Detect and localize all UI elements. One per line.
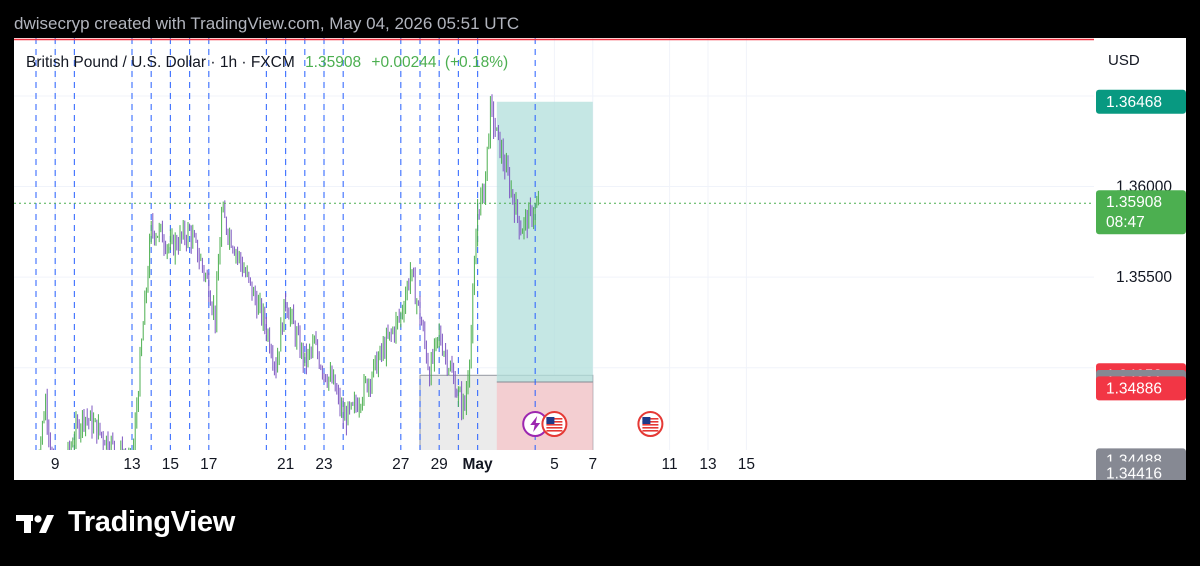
tradingview-logo: TradingView: [16, 506, 235, 539]
session-lines: [35, 38, 536, 450]
flag-stripe: [642, 427, 659, 429]
time-tick-label: 27: [392, 456, 409, 473]
chart-caption: dwisecryp created with TradingView.com, …: [14, 14, 520, 33]
time-tick-label: 5: [550, 456, 559, 473]
price-tag[interactable]: [1096, 376, 1186, 401]
price-axis[interactable]: 1.355001.360001.364681.3590808:471.34958…: [1094, 38, 1186, 480]
currency-label[interactable]: USD: [1108, 52, 1140, 69]
flag-canton: [546, 417, 555, 424]
time-tick-label: 23: [315, 456, 332, 473]
flag-stripe: [642, 424, 659, 426]
time-tick-label: 15: [738, 456, 755, 473]
time-tick-label: 29: [431, 456, 448, 473]
time-tick-label: 7: [588, 456, 597, 473]
time-tick-label: May: [463, 456, 494, 473]
bar-countdown-label: 08:47: [1106, 214, 1145, 231]
time-tick-label: 9: [51, 456, 60, 473]
time-tick-label: 15: [162, 456, 179, 473]
position-zones: [419, 101, 594, 470]
price-tag-label: 1.34886: [1106, 380, 1162, 397]
flag-stripe: [546, 430, 563, 432]
price-tag[interactable]: [1096, 89, 1186, 114]
price-tick-label: 1.35500: [1116, 269, 1172, 286]
time-tick-label: 13: [699, 456, 716, 473]
symbol-title: British Pound / U.S. Dollar · 1h · FXCM: [26, 54, 295, 71]
candles: [35, 94, 539, 480]
flag-stripe: [546, 427, 563, 429]
flag-stripe: [546, 424, 563, 426]
brand-name: TradingView: [68, 506, 235, 538]
tradingview-logo-icon: [16, 514, 54, 533]
time-axis[interactable]: 9 13 15 17 21 23 27 29 May 5 7 11 13 15: [14, 450, 1094, 480]
time-tick-label: 17: [200, 456, 217, 473]
long-position-target-zone: [496, 101, 593, 382]
time-tick-label: 13: [123, 456, 140, 473]
time-tick-label: 11: [662, 456, 678, 473]
lightning-glyph: [530, 416, 541, 432]
flag-canton: [642, 417, 651, 424]
candlestick-chart[interactable]: 1.355001.360001.364681.3590808:471.34958…: [14, 38, 1186, 480]
event-markers[interactable]: [522, 411, 664, 437]
flag-stripe: [642, 430, 659, 432]
price-change: +0.00244: [371, 54, 437, 71]
price-tag[interactable]: [1096, 190, 1186, 235]
time-tick-label: 21: [277, 456, 294, 473]
chart-frame[interactable]: 1.355001.360001.364681.3590808:471.34958…: [14, 38, 1186, 480]
price-tag[interactable]: [1096, 461, 1186, 480]
price-tag-label: 1.34416: [1106, 465, 1162, 480]
time-axis-background: [14, 450, 1094, 480]
symbol-legend[interactable]: British Pound / U.S. Dollar · 1h · FXCM …: [26, 54, 508, 72]
last-price: 1.35908: [305, 54, 362, 71]
price-tag-label: 1.35908: [1106, 194, 1162, 211]
price-change-percent: (+0.18%): [444, 54, 509, 71]
price-tag-label: 1.36468: [1106, 94, 1162, 111]
